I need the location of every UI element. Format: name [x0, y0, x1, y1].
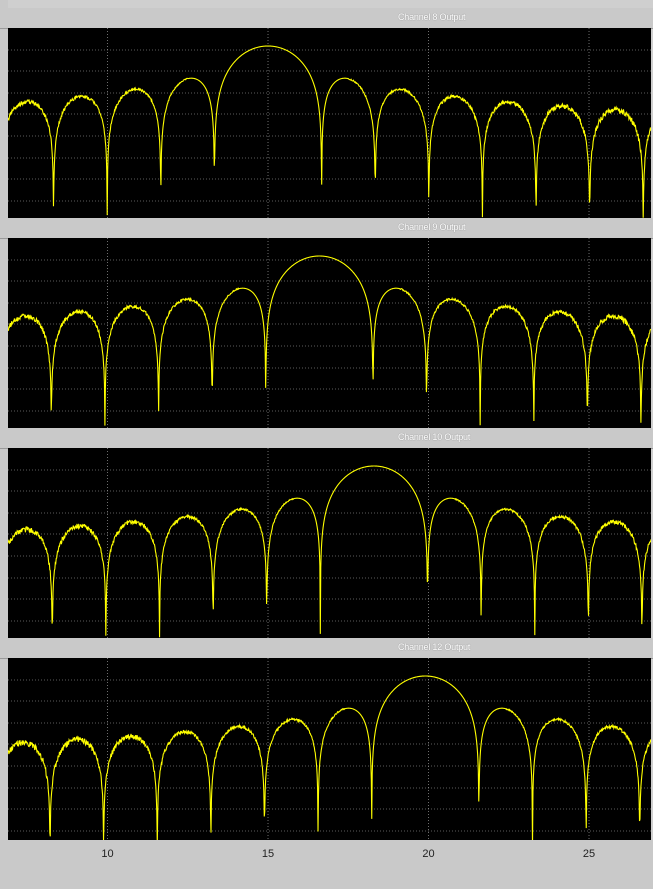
panel-title-bar: Channel 12 Output [0, 638, 653, 659]
panel-title: Channel 10 Output [398, 432, 470, 442]
panel-title: Channel 12 Output [398, 642, 470, 652]
panel-title: Channel 9 Output [398, 222, 465, 232]
plot-svg [8, 28, 651, 218]
channel-trace [8, 46, 651, 218]
x-axis: 10 15 20 25 [0, 840, 653, 889]
channel-panel: Channel 12 Output [0, 638, 653, 848]
plot-area [8, 28, 651, 218]
plot-svg [8, 448, 651, 638]
plot-area [8, 658, 651, 848]
x-tick-label: 20 [422, 848, 434, 860]
channel-trace [8, 256, 651, 426]
x-tick-label: 25 [583, 848, 595, 860]
panel-title-bar: Channel 8 Output [0, 8, 653, 29]
plot-area [8, 238, 651, 428]
plot-svg [8, 658, 651, 848]
plot-svg [8, 238, 651, 428]
panel-title: Channel 8 Output [398, 12, 465, 22]
panel-title-bar: Channel 10 Output [0, 428, 653, 449]
channel-panel: Channel 8 Output [0, 8, 653, 218]
channel-trace [8, 466, 651, 637]
channel-panel: Channel 9 Output [0, 218, 653, 428]
x-tick-label: 10 [101, 848, 113, 860]
x-tick-label: 15 [262, 848, 274, 860]
channel-trace [8, 676, 651, 846]
channel-panel: Channel 10 Output [0, 428, 653, 638]
plot-area [8, 448, 651, 638]
panel-title-bar: Channel 9 Output [0, 218, 653, 239]
